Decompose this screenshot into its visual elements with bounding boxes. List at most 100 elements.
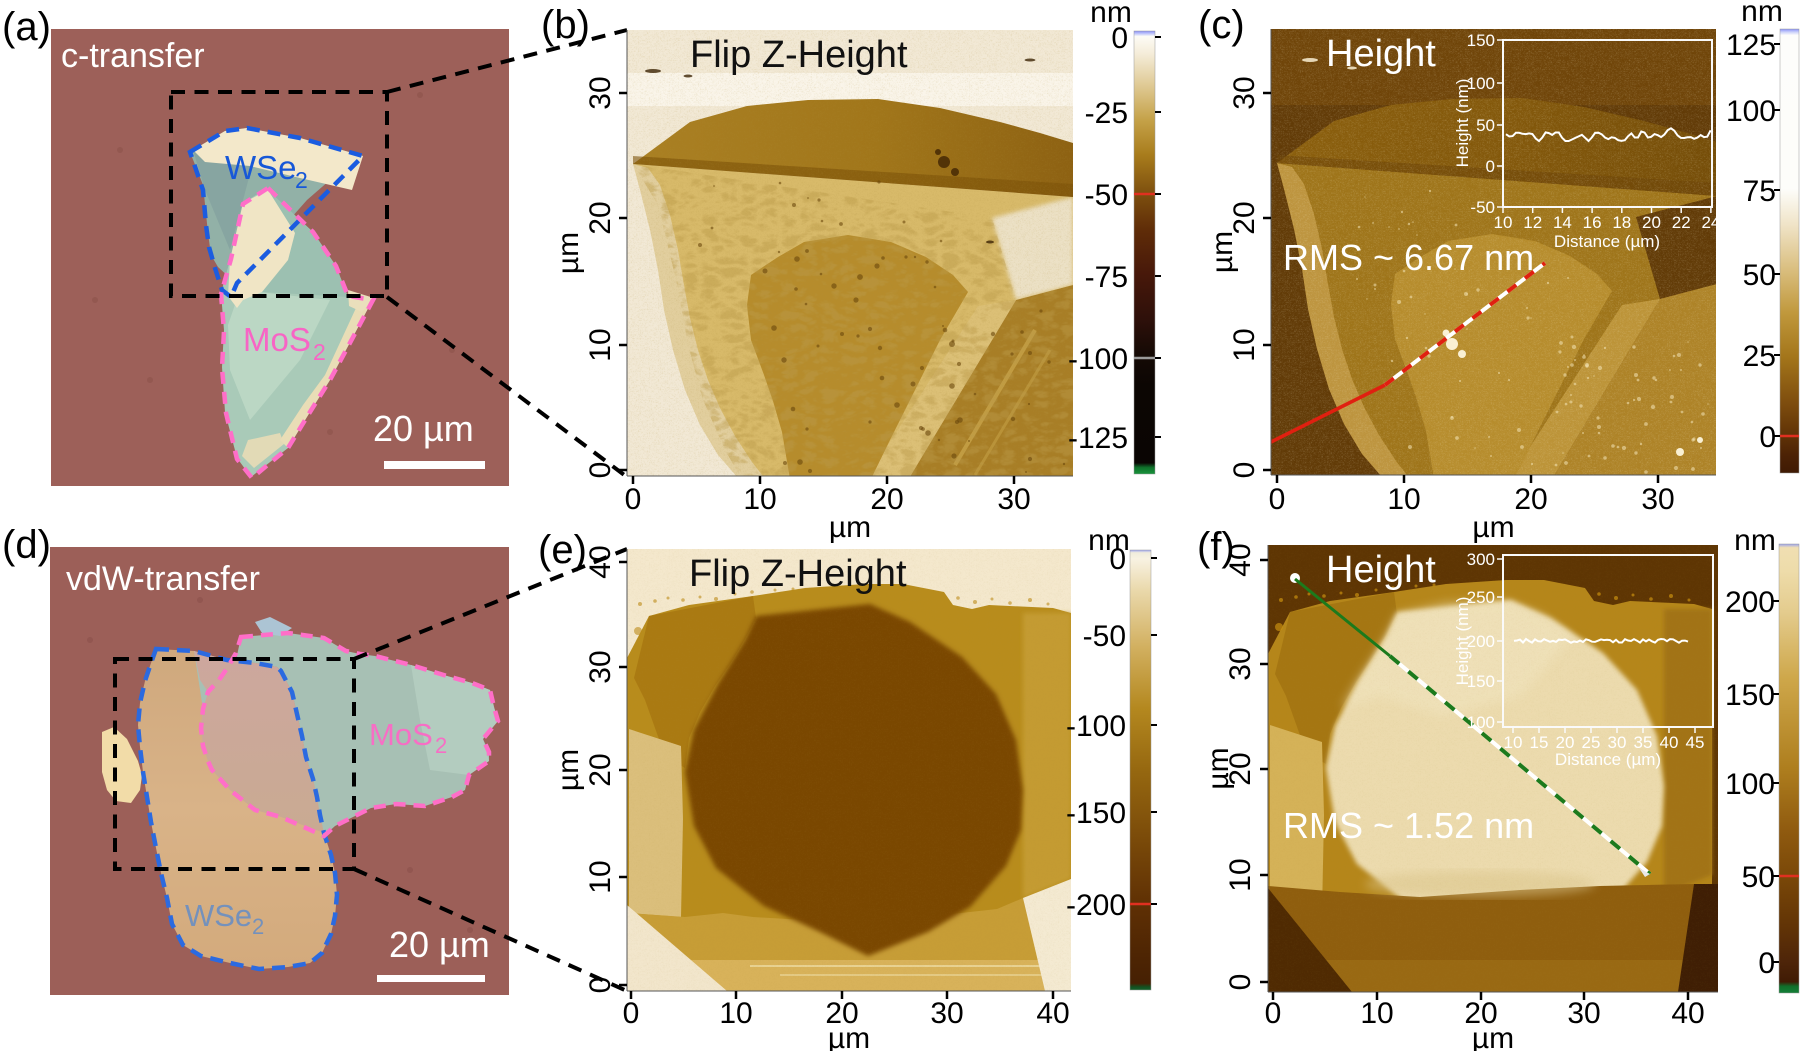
svg-text:200: 200 <box>1725 586 1775 619</box>
svg-text:22: 22 <box>1672 213 1691 232</box>
svg-text:300: 300 <box>1467 550 1495 569</box>
svg-text:20: 20 <box>870 483 903 516</box>
svg-text:2: 2 <box>435 733 447 758</box>
svg-text:-100: -100 <box>1066 710 1126 743</box>
svg-text:2: 2 <box>313 339 326 365</box>
svg-text:30: 30 <box>1228 76 1261 109</box>
svg-text:WSe: WSe <box>225 149 297 186</box>
svg-text:Flip Z-Height: Flip Z-Height <box>689 553 907 595</box>
svg-text:-25: -25 <box>1085 97 1128 130</box>
svg-text:-125: -125 <box>1068 422 1128 455</box>
svg-text:30: 30 <box>584 76 617 109</box>
svg-text:30: 30 <box>584 650 617 683</box>
svg-text:0: 0 <box>1224 974 1257 991</box>
svg-text:µm: µm <box>1202 747 1235 789</box>
svg-text:10: 10 <box>1228 328 1261 361</box>
svg-text:µm: µm <box>1472 511 1514 544</box>
svg-text:Height (nm): Height (nm) <box>1453 79 1472 168</box>
svg-text:10: 10 <box>1360 997 1393 1030</box>
svg-text:25: 25 <box>1743 340 1776 373</box>
svg-text:RMS ~ 6.67 nm: RMS ~ 6.67 nm <box>1283 237 1534 278</box>
svg-text:(d): (d) <box>2 523 51 567</box>
svg-text:µm: µm <box>828 1022 870 1051</box>
svg-text:Distance (µm): Distance (µm) <box>1555 750 1661 769</box>
svg-text:Height: Height <box>1326 33 1436 75</box>
svg-text:-200: -200 <box>1066 889 1126 922</box>
svg-text:20 µm: 20 µm <box>389 924 490 965</box>
svg-text:10: 10 <box>1224 858 1257 891</box>
svg-text:0: 0 <box>1486 157 1495 176</box>
svg-text:µm: µm <box>829 511 871 544</box>
svg-text:-100: -100 <box>1068 343 1128 376</box>
svg-text:0: 0 <box>625 483 642 516</box>
svg-text:10: 10 <box>584 328 617 361</box>
svg-text:0: 0 <box>1228 462 1261 479</box>
svg-text:0: 0 <box>623 997 640 1030</box>
svg-text:µm: µm <box>1206 231 1239 273</box>
svg-text:-50: -50 <box>1470 198 1495 217</box>
svg-text:0: 0 <box>1269 483 1286 516</box>
svg-text:(a): (a) <box>2 5 51 49</box>
svg-text:(b): (b) <box>541 3 590 47</box>
svg-text:150: 150 <box>1467 31 1495 50</box>
svg-text:10: 10 <box>1504 733 1523 752</box>
svg-text:40: 40 <box>1660 733 1679 752</box>
svg-text:-50: -50 <box>1083 620 1126 653</box>
svg-text:40: 40 <box>1224 543 1257 576</box>
svg-text:2: 2 <box>252 914 264 939</box>
svg-text:12: 12 <box>1523 213 1542 232</box>
svg-text:Height (nm): Height (nm) <box>1453 597 1472 686</box>
svg-text:10: 10 <box>743 483 776 516</box>
svg-text:-50: -50 <box>1085 179 1128 212</box>
svg-text:30: 30 <box>1641 483 1674 516</box>
svg-text:100: 100 <box>1725 768 1775 801</box>
svg-text:50: 50 <box>1742 861 1775 894</box>
svg-text:-75: -75 <box>1085 261 1128 294</box>
svg-text:nm: nm <box>1734 524 1776 557</box>
svg-text:RMS ~ 1.52 nm: RMS ~ 1.52 nm <box>1283 805 1534 846</box>
svg-text:40: 40 <box>1036 997 1069 1030</box>
svg-text:16: 16 <box>1583 213 1602 232</box>
svg-text:-150: -150 <box>1066 797 1126 830</box>
svg-text:20: 20 <box>1514 483 1547 516</box>
svg-text:2: 2 <box>295 167 308 193</box>
svg-text:MoS: MoS <box>243 321 311 358</box>
svg-text:10: 10 <box>1387 483 1420 516</box>
svg-text:MoS: MoS <box>369 717 433 752</box>
svg-text:50: 50 <box>1476 116 1495 135</box>
svg-text:0: 0 <box>1759 421 1776 454</box>
svg-text:10: 10 <box>1494 213 1513 232</box>
svg-text:10: 10 <box>719 997 752 1030</box>
svg-text:20: 20 <box>584 201 617 234</box>
svg-text:WSe: WSe <box>185 898 252 933</box>
svg-text:20 µm: 20 µm <box>373 408 474 449</box>
svg-text:150: 150 <box>1725 679 1775 712</box>
svg-text:(e): (e) <box>538 528 587 572</box>
svg-text:30: 30 <box>997 483 1030 516</box>
svg-text:125: 125 <box>1726 29 1776 62</box>
svg-text:(c): (c) <box>1198 3 1245 47</box>
svg-text:40: 40 <box>584 545 617 578</box>
svg-text:0: 0 <box>1758 947 1775 980</box>
svg-text:Distance (µm): Distance (µm) <box>1554 232 1660 251</box>
svg-text:30: 30 <box>1224 647 1257 680</box>
svg-text:nm: nm <box>1741 0 1783 28</box>
svg-text:20: 20 <box>584 753 617 786</box>
svg-text:vdW-transfer: vdW-transfer <box>66 560 260 598</box>
svg-text:75: 75 <box>1743 175 1776 208</box>
svg-text:10: 10 <box>584 860 617 893</box>
svg-text:0: 0 <box>584 462 617 479</box>
svg-text:50: 50 <box>1743 259 1776 292</box>
svg-text:100: 100 <box>1726 95 1776 128</box>
svg-text:45: 45 <box>1686 733 1705 752</box>
svg-text:0: 0 <box>1111 22 1128 55</box>
svg-text:15: 15 <box>1530 733 1549 752</box>
svg-text:0: 0 <box>1265 997 1282 1030</box>
svg-text:0: 0 <box>1109 543 1126 576</box>
svg-text:30: 30 <box>1567 997 1600 1030</box>
svg-text:14: 14 <box>1553 213 1572 232</box>
svg-text:µm: µm <box>1472 1022 1514 1051</box>
svg-text:20: 20 <box>1228 201 1261 234</box>
svg-text:30: 30 <box>930 997 963 1030</box>
svg-text:20: 20 <box>1642 213 1661 232</box>
